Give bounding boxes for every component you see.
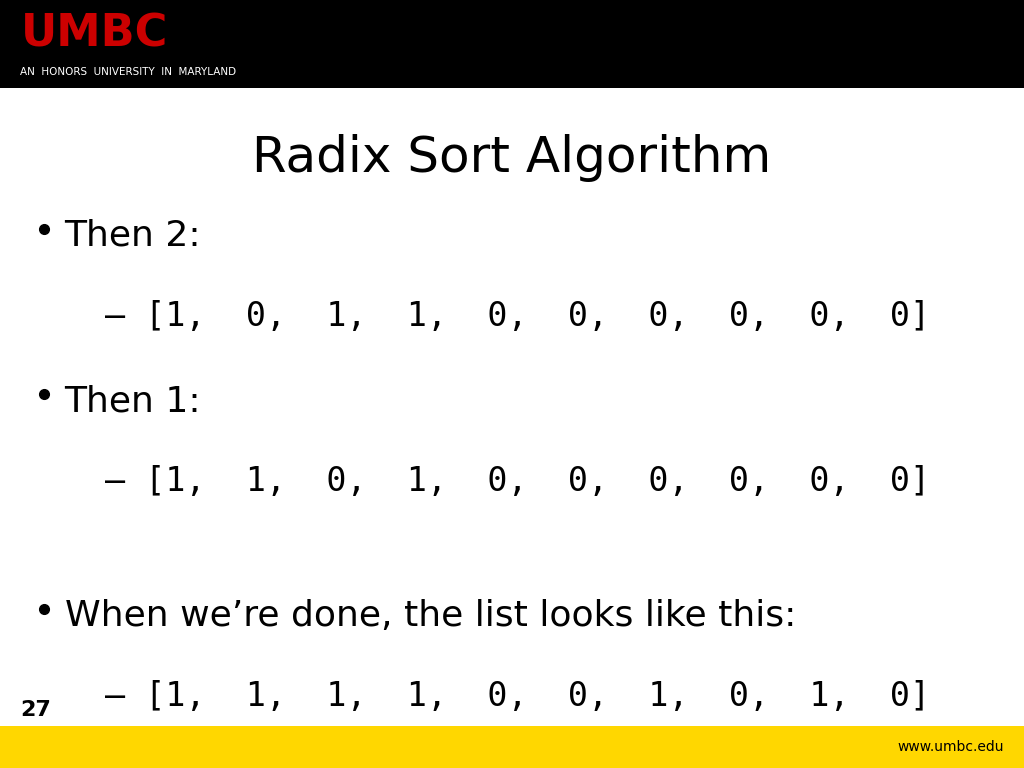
Bar: [0, 0, 1024, 88]
Text: UMBC: UMBC: [20, 12, 168, 55]
Text: Then 1:: Then 1:: [65, 384, 201, 418]
Text: Then 2:: Then 2:: [65, 219, 201, 253]
Text: – [1,  1,  0,  1,  0,  0,  0,  0,  0,  0]: – [1, 1, 0, 1, 0, 0, 0, 0, 0, 0]: [105, 465, 931, 498]
Bar: [0, 726, 1024, 768]
Text: Radix Sort Algorithm: Radix Sort Algorithm: [252, 134, 772, 183]
Text: – [1,  1,  1,  1,  0,  0,  1,  0,  1,  0]: – [1, 1, 1, 1, 0, 0, 1, 0, 1, 0]: [105, 680, 931, 713]
Text: – [1,  0,  1,  1,  0,  0,  0,  0,  0,  0]: – [1, 0, 1, 1, 0, 0, 0, 0, 0, 0]: [105, 300, 931, 333]
Text: AN  HONORS  UNIVERSITY  IN  MARYLAND: AN HONORS UNIVERSITY IN MARYLAND: [20, 68, 237, 78]
Text: 27: 27: [20, 700, 51, 720]
Text: When we’re done, the list looks like this:: When we’re done, the list looks like thi…: [65, 599, 796, 633]
Text: www.umbc.edu: www.umbc.edu: [897, 740, 1004, 754]
